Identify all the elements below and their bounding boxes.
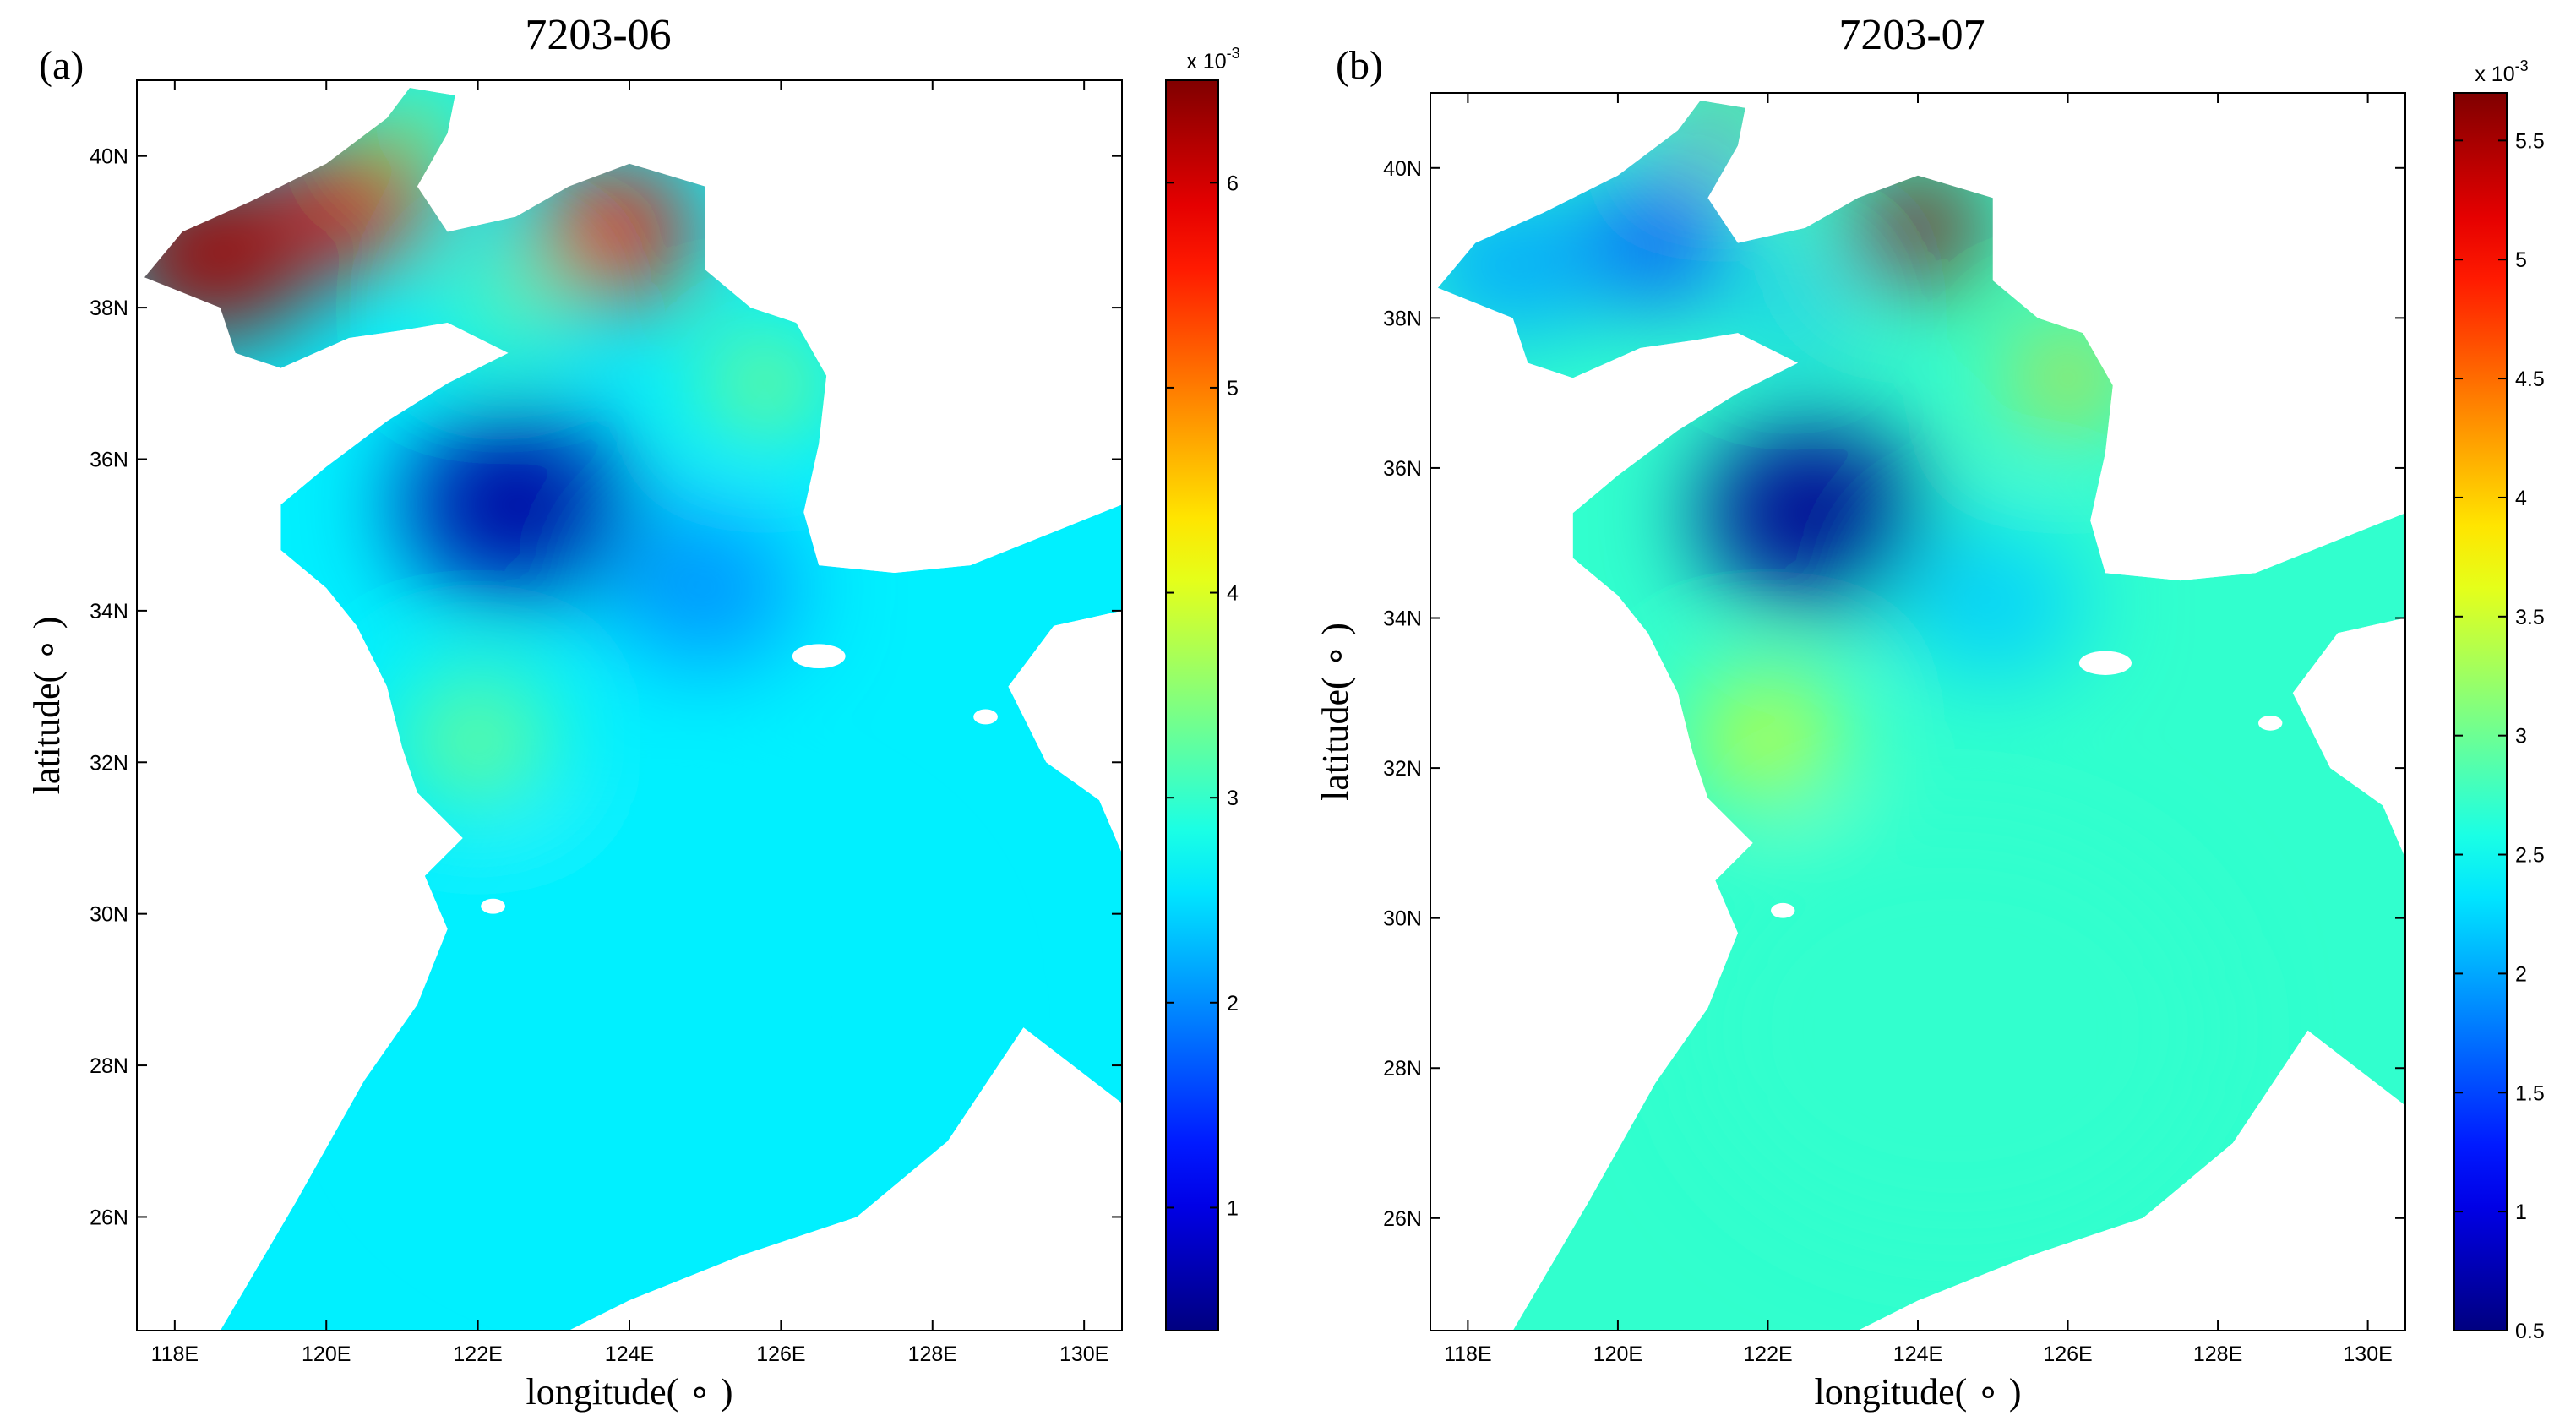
x-tick-label: 120E (1593, 1342, 1642, 1366)
field-region-Bohai-strait (447, 264, 554, 351)
x-tick-label: 118E (151, 1342, 199, 1366)
panel-label: (a) (39, 43, 84, 88)
field-region-Korea-west-coast (712, 340, 820, 427)
x-tick-label: 122E (1743, 1342, 1792, 1366)
y-tick-label: 30N (90, 903, 128, 927)
x-tick-label: 124E (605, 1342, 654, 1366)
x-tick-label: 120E (302, 1342, 351, 1366)
y-tick-label: 36N (90, 448, 128, 471)
colorbar-tick-label: 5 (2515, 248, 2527, 272)
colorbar-tick-label: 1 (2515, 1200, 2527, 1224)
x-tick-label: 126E (756, 1342, 805, 1366)
heatmap-chart-a: 118E 120E 122E 124E 126E 128E 130E 26N 28N 30N 32N… (26, 45, 1240, 1413)
colorbar-tick-label: 3 (2515, 725, 2527, 749)
field-region-Liaodong-Bay-north (386, 88, 463, 141)
colorbar-tick-label: 2 (2515, 962, 2527, 986)
x-axis-label: longitude( ∘ ) (526, 1371, 732, 1413)
field-region-northwest-Bohai-Bay (1437, 193, 1596, 338)
field-region-Bohai-central (288, 140, 440, 263)
y-tick-label: 30N (1383, 907, 1422, 931)
x-axis-label: longitude( ∘ ) (1814, 1371, 2021, 1413)
colorbar (1165, 79, 1219, 1331)
x-tick-label: 124E (1893, 1342, 1942, 1366)
y-tick-label: 26N (1383, 1207, 1422, 1231)
island-1 (973, 709, 998, 725)
colorbar-tick-label: 6 (1227, 172, 1239, 195)
island-2 (1771, 902, 1795, 918)
colorbar-tick-label: 2.5 (2515, 844, 2545, 868)
y-tick-label: 38N (1383, 307, 1422, 330)
field-region-East-China-Sea (401, 815, 933, 1240)
field-region-northern-Yellow-Sea (531, 165, 698, 299)
colorbar-tick-label: 3.5 (2515, 606, 2545, 629)
y-tick-label: 34N (1383, 607, 1422, 631)
field-region-Liaodong-Bay-north (1689, 100, 1757, 150)
chart-title: 7203-07 (1838, 11, 1985, 59)
colorbar-tick-label: 5 (1227, 377, 1239, 400)
field-region-south-Yellow-Sea (614, 514, 797, 662)
panel-label: (b) (1336, 43, 1383, 88)
colorbar-tick-label: 4 (2515, 487, 2527, 510)
field-region-Yangtze-estuary (1700, 683, 1836, 792)
island-0 (2078, 651, 2132, 675)
x-tick-label: 130E (1059, 1342, 1108, 1366)
x-tick-label: 130E (2343, 1342, 2392, 1366)
island-0 (792, 644, 846, 669)
x-tick-label: 128E (908, 1342, 957, 1366)
heatmap-chart-b: 118E 120E 122E 124E 126E 128E 130E 26N 28N 30N 32N… (1315, 57, 2545, 1413)
y-tick-label: 40N (90, 145, 128, 169)
colorbar-tick-label: 4 (1227, 582, 1239, 606)
field-region-central-Yellow-Sea (401, 413, 629, 596)
chart-title: 7203-06 (525, 11, 672, 59)
panel-a: (a) 7203-06 118E 120E 122E 124E 126E 128E 130E… (26, 11, 1240, 1413)
field-region-central-Yellow-Sea (1700, 422, 1925, 603)
colorbar-tick-label: 1.5 (2515, 1081, 2545, 1105)
island-1 (2258, 715, 2283, 731)
field-region-northern-Yellow-Sea (1850, 173, 1985, 282)
y-tick-label: 34N (90, 600, 128, 623)
colorbar (2453, 92, 2508, 1331)
colorbar-tick-label: 3 (1227, 787, 1239, 810)
colorbar-tick-label: 2 (1227, 992, 1239, 1015)
y-tick-label: 28N (90, 1054, 128, 1078)
colorbar-multiplier: x 10-3 (1186, 45, 1239, 74)
x-tick-label: 122E (453, 1342, 502, 1366)
colorbar-tick-label: 5.5 (2515, 129, 2545, 153)
field-region-Bohai-central (1580, 182, 1731, 303)
colorbar-tick-label: 1 (1227, 1196, 1239, 1220)
y-tick-label: 36N (1383, 457, 1422, 481)
x-tick-label: 118E (1444, 1342, 1492, 1366)
y-tick-label: 26N (90, 1206, 128, 1229)
y-tick-label: 28N (1383, 1057, 1422, 1081)
panel-b: (b) 7203-07 118E 120E 122E 124E 126E 128E 130E… (1288, 0, 2576, 1421)
colorbar-tick-label: 0.5 (2515, 1320, 2545, 1343)
colorbar-multiplier: x 10-3 (2475, 57, 2528, 86)
field-region-East-China-Sea (1692, 820, 2219, 1241)
colorbar-tick-label: 4.5 (2515, 368, 2545, 391)
y-axis-label: latitude( ∘ ) (26, 617, 68, 795)
y-tick-label: 32N (1383, 757, 1422, 781)
y-tick-label: 38N (90, 297, 128, 320)
island-2 (481, 898, 505, 914)
field-region-Korea-west-coast (2015, 335, 2121, 421)
field-region-Bohai-strait (1745, 274, 1836, 347)
field-region-northwest-Bohai-Bay (144, 169, 319, 340)
x-tick-label: 126E (2043, 1342, 2092, 1366)
y-tick-label: 32N (90, 751, 128, 775)
y-tick-label: 40N (1383, 157, 1422, 181)
x-tick-label: 128E (2193, 1342, 2242, 1366)
field-region-south-Yellow-Sea (1903, 531, 2083, 675)
y-axis-label: latitude( ∘ ) (1315, 623, 1356, 801)
field-region-Yangtze-estuary (409, 684, 547, 794)
